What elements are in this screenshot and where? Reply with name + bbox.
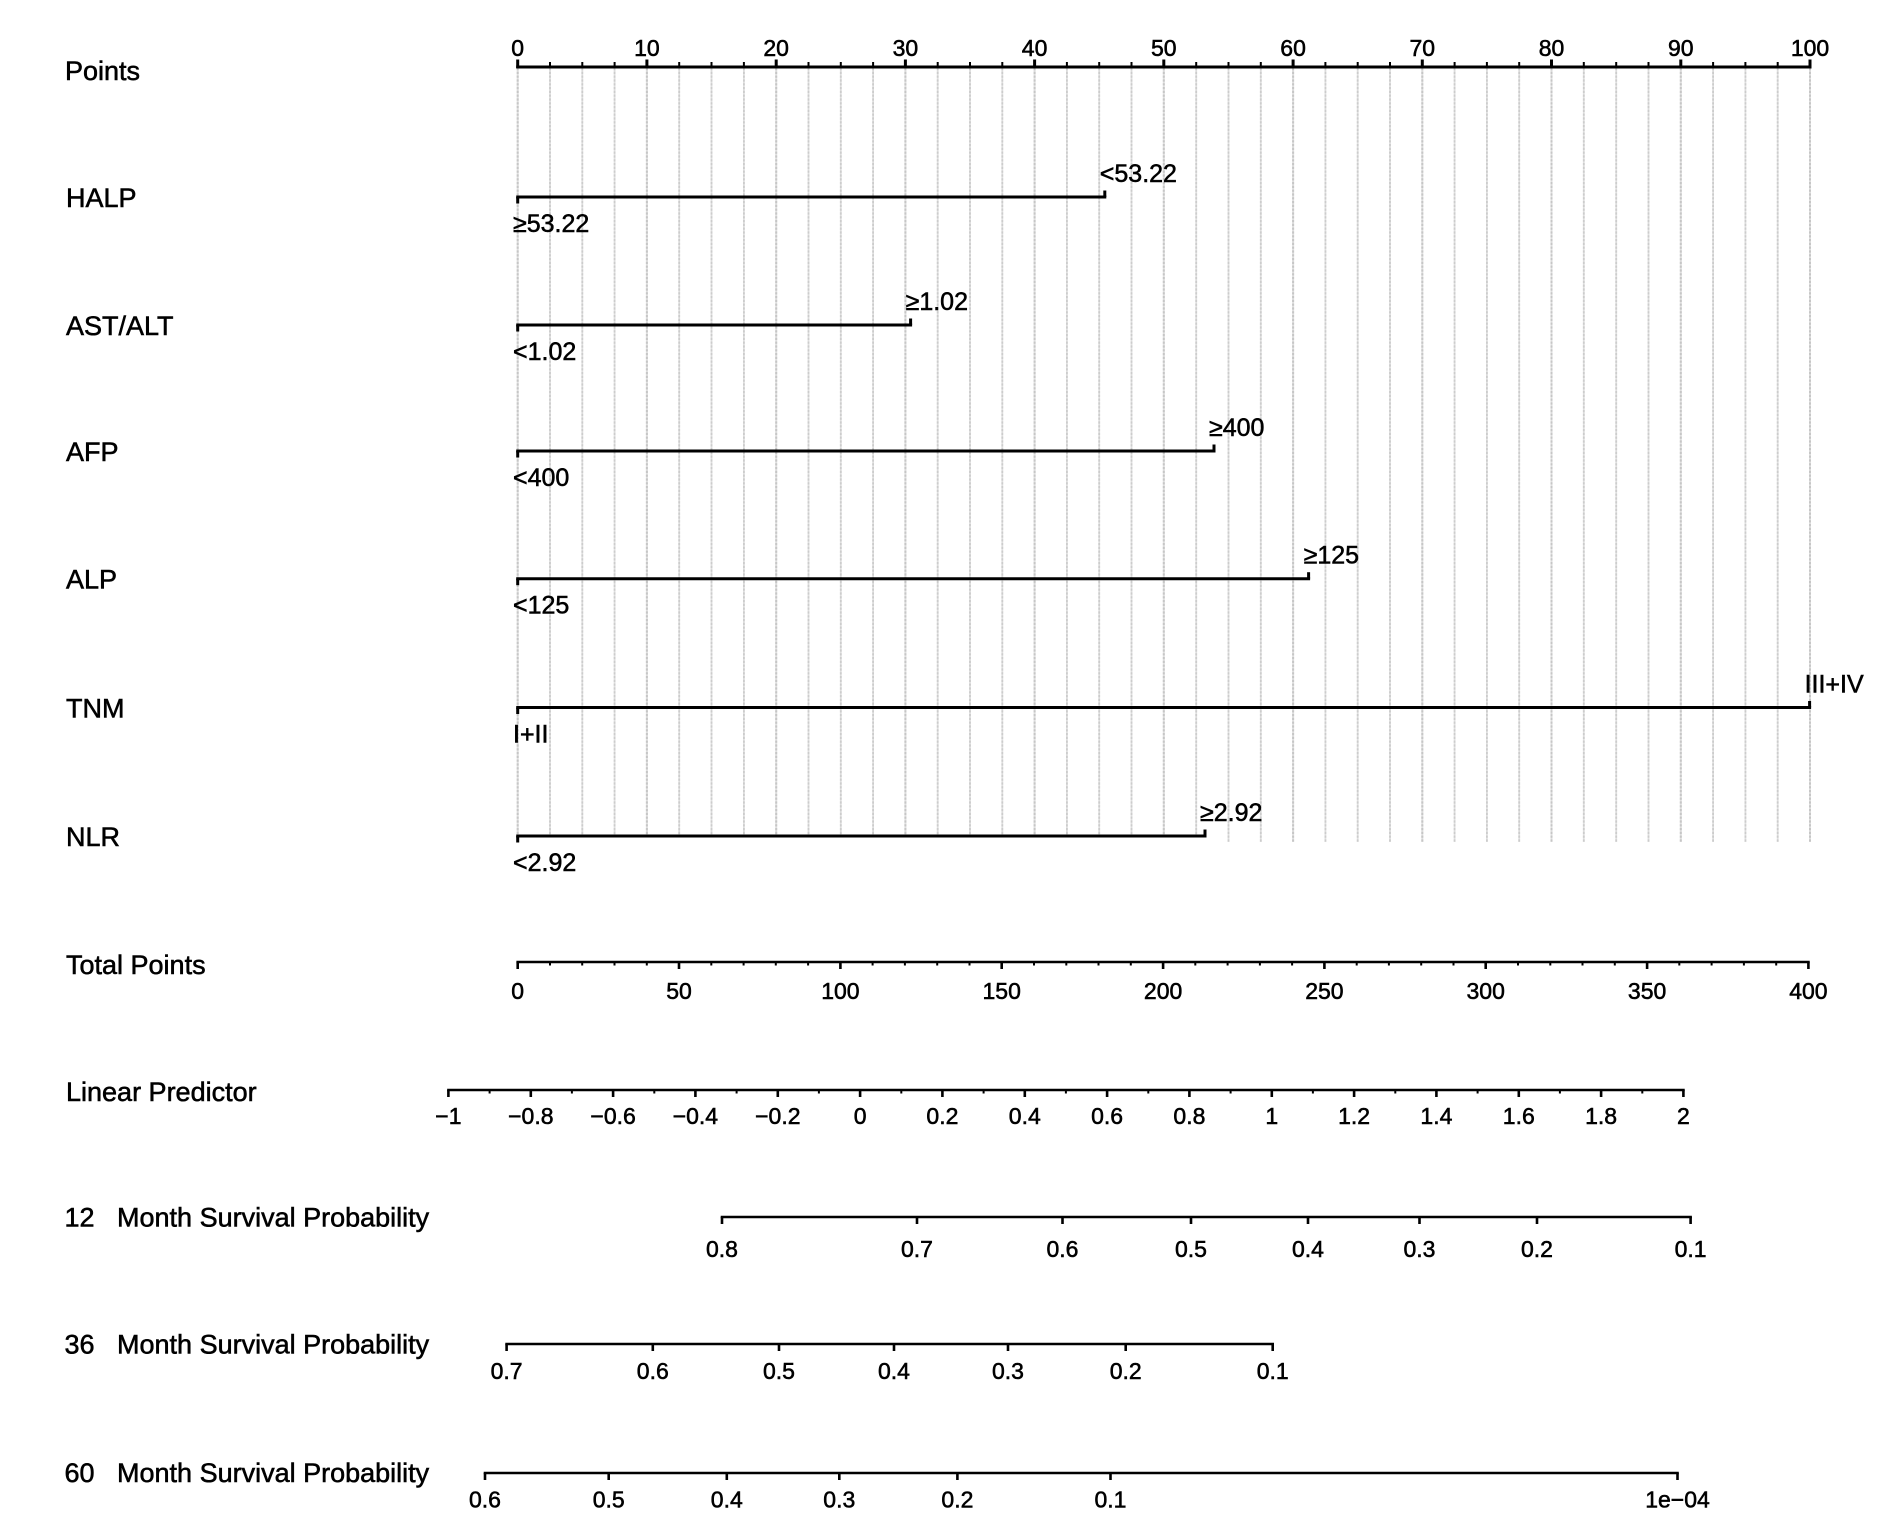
svg-text:400: 400 (1789, 978, 1827, 1004)
svg-text:0.7: 0.7 (901, 1236, 933, 1262)
svg-text:150: 150 (983, 978, 1021, 1004)
svg-text:<2.92: <2.92 (513, 849, 576, 877)
svg-text:0.2: 0.2 (1110, 1358, 1142, 1384)
svg-text:36 Month Survival Probabilit: 36 Month Survival Probability (65, 1330, 430, 1360)
svg-text:−0.2: −0.2 (755, 1103, 800, 1129)
svg-text:≥1.02: ≥1.02 (906, 288, 968, 316)
svg-text:Points: Points (65, 56, 140, 86)
svg-text:1: 1 (1265, 1103, 1278, 1129)
svg-text:0.6: 0.6 (1091, 1103, 1123, 1129)
svg-text:≥2.92: ≥2.92 (1200, 799, 1262, 827)
svg-text:0.3: 0.3 (1404, 1236, 1436, 1262)
svg-text:ALP: ALP (66, 565, 117, 595)
svg-text:Total Points: Total Points (66, 950, 206, 980)
svg-text:0: 0 (854, 1103, 867, 1129)
svg-text:AST/ALT: AST/ALT (66, 311, 174, 341)
svg-text:100: 100 (1791, 35, 1829, 61)
svg-text:0.8: 0.8 (1173, 1103, 1205, 1129)
svg-text:0.5: 0.5 (1175, 1236, 1207, 1262)
svg-text:0.4: 0.4 (1292, 1236, 1324, 1262)
svg-text:0.3: 0.3 (992, 1358, 1024, 1384)
svg-text:I+II: I+II (513, 721, 548, 749)
svg-text:<400: <400 (513, 464, 569, 492)
svg-text:0.8: 0.8 (706, 1236, 738, 1262)
svg-text:200: 200 (1144, 978, 1182, 1004)
svg-text:0.6: 0.6 (1047, 1236, 1079, 1262)
svg-text:350: 350 (1628, 978, 1666, 1004)
svg-text:0.2: 0.2 (941, 1487, 973, 1513)
svg-text:<125: <125 (513, 592, 569, 620)
svg-text:1.8: 1.8 (1585, 1103, 1617, 1129)
svg-text:1.2: 1.2 (1338, 1103, 1370, 1129)
svg-text:250: 250 (1305, 978, 1343, 1004)
svg-text:70: 70 (1410, 35, 1436, 61)
svg-text:50: 50 (1151, 35, 1177, 61)
svg-text:60 Month Survival Probabilit: 60 Month Survival Probability (65, 1458, 430, 1488)
svg-text:0.4: 0.4 (878, 1358, 910, 1384)
svg-text:HALP: HALP (66, 183, 137, 213)
svg-text:50: 50 (666, 978, 692, 1004)
svg-text:≥400: ≥400 (1209, 414, 1264, 442)
svg-text:60: 60 (1280, 35, 1306, 61)
svg-text:20: 20 (763, 35, 789, 61)
svg-text:0.5: 0.5 (593, 1487, 625, 1513)
svg-text:1.4: 1.4 (1420, 1103, 1452, 1129)
svg-text:0.1: 0.1 (1257, 1358, 1289, 1384)
svg-text:1.6: 1.6 (1503, 1103, 1535, 1129)
svg-text:30: 30 (893, 35, 919, 61)
svg-text:0.7: 0.7 (491, 1358, 523, 1384)
svg-text:2: 2 (1677, 1103, 1690, 1129)
svg-text:0.6: 0.6 (469, 1487, 501, 1513)
svg-text:−0.6: −0.6 (590, 1103, 635, 1129)
svg-text:0.6: 0.6 (637, 1358, 669, 1384)
svg-text:0.2: 0.2 (926, 1103, 958, 1129)
svg-text:90: 90 (1668, 35, 1694, 61)
svg-text:100: 100 (821, 978, 859, 1004)
svg-text:AFP: AFP (66, 437, 119, 467)
svg-text:0: 0 (511, 978, 524, 1004)
svg-text:300: 300 (1467, 978, 1505, 1004)
svg-text:0.2: 0.2 (1521, 1236, 1553, 1262)
svg-text:0.1: 0.1 (1675, 1236, 1707, 1262)
svg-text:−0.8: −0.8 (508, 1103, 553, 1129)
svg-text:12 Month Survival Probabilit: 12 Month Survival Probability (65, 1203, 430, 1233)
svg-text:0: 0 (511, 35, 524, 61)
svg-text:III+IV: III+IV (1805, 671, 1864, 699)
svg-text:NLR: NLR (66, 822, 120, 852)
svg-text:−0.4: −0.4 (673, 1103, 719, 1129)
svg-text:0.4: 0.4 (711, 1487, 743, 1513)
svg-text:0.5: 0.5 (763, 1358, 795, 1384)
svg-text:<1.02: <1.02 (513, 338, 576, 366)
svg-text:≥125: ≥125 (1304, 542, 1359, 570)
svg-text:−1: −1 (435, 1103, 461, 1129)
svg-text:40: 40 (1022, 35, 1048, 61)
svg-text:0.3: 0.3 (823, 1487, 855, 1513)
svg-text:0.1: 0.1 (1095, 1487, 1127, 1513)
svg-text:<53.22: <53.22 (1100, 160, 1177, 188)
svg-text:1e−04: 1e−04 (1645, 1487, 1710, 1513)
svg-text:TNM: TNM (66, 694, 124, 724)
svg-text:≥53.22: ≥53.22 (513, 210, 589, 238)
svg-text:80: 80 (1539, 35, 1565, 61)
svg-text:Linear Predictor: Linear Predictor (66, 1077, 257, 1107)
svg-text:10: 10 (634, 35, 660, 61)
svg-text:0.4: 0.4 (1009, 1103, 1041, 1129)
